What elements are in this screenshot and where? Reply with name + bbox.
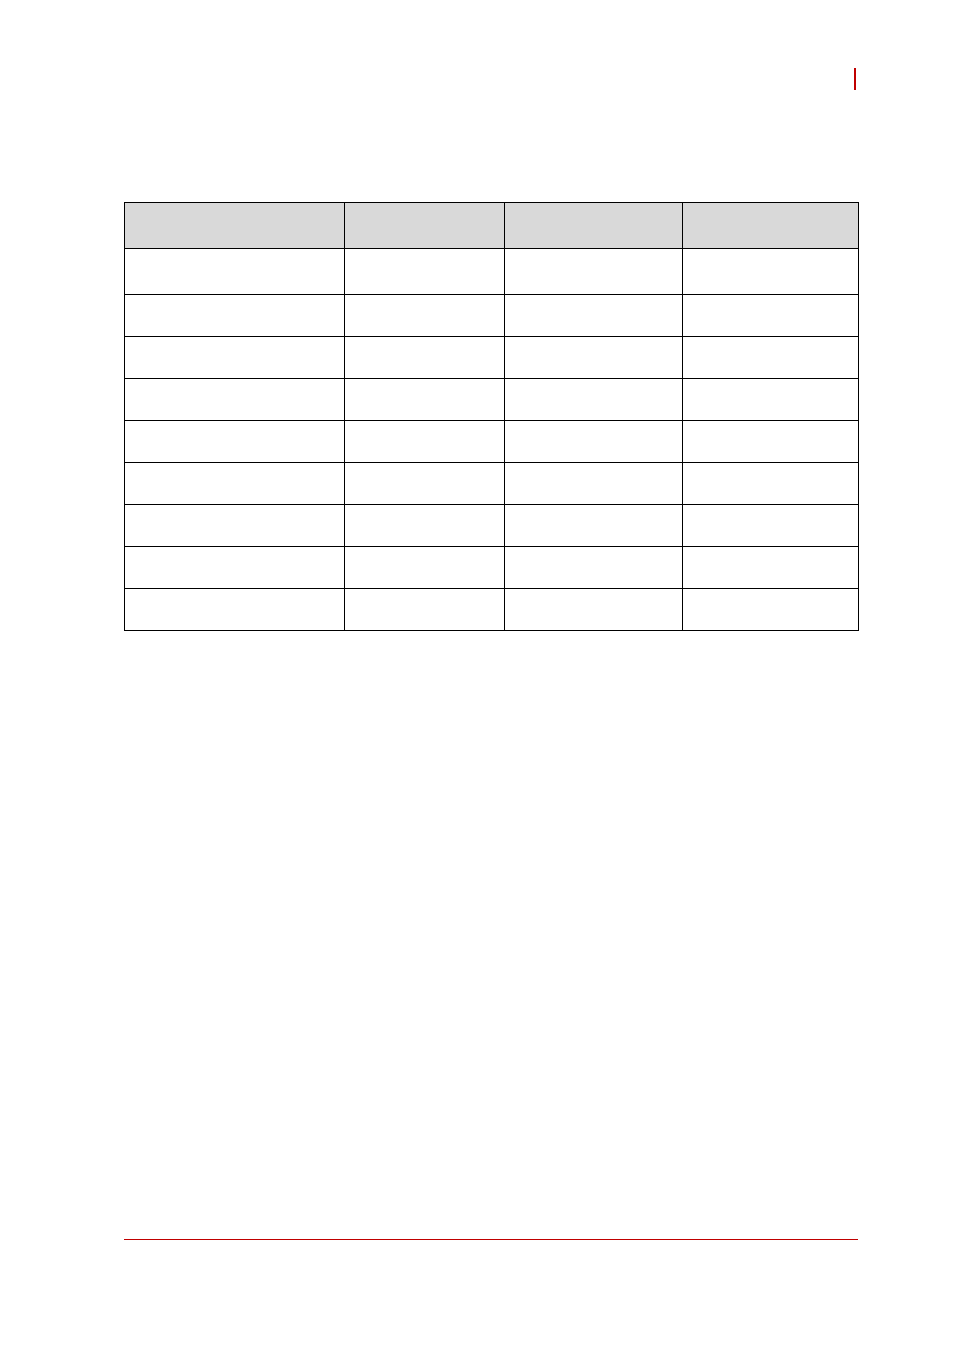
page: [0, 0, 954, 1352]
table-cell: [505, 379, 683, 421]
table-cell: [345, 547, 505, 589]
text-cursor-mark: [854, 68, 856, 90]
table-row: [125, 505, 859, 547]
table-cell: [345, 463, 505, 505]
table-cell: [345, 249, 505, 295]
table-cell: [125, 295, 345, 337]
table-cell: [505, 249, 683, 295]
table-cell: [505, 589, 683, 631]
table-header-cell: [505, 203, 683, 249]
table-cell: [125, 463, 345, 505]
table-header-cell: [345, 203, 505, 249]
table-header-cell: [125, 203, 345, 249]
table-cell: [683, 295, 859, 337]
table-cell: [683, 463, 859, 505]
table-cell: [505, 337, 683, 379]
table-cell: [683, 505, 859, 547]
table-cell: [505, 463, 683, 505]
table-cell: [125, 337, 345, 379]
table-cell: [505, 547, 683, 589]
table-cell: [345, 589, 505, 631]
table-cell: [125, 379, 345, 421]
table-cell: [683, 547, 859, 589]
table-cell: [683, 421, 859, 463]
table-cell: [345, 379, 505, 421]
table-cell: [125, 421, 345, 463]
footer-divider: [124, 1239, 858, 1240]
table-row: [125, 421, 859, 463]
table-row: [125, 337, 859, 379]
table-row: [125, 295, 859, 337]
table-cell: [683, 379, 859, 421]
table-row: [125, 249, 859, 295]
table-cell: [125, 505, 345, 547]
table-cell: [683, 249, 859, 295]
table-cell: [345, 421, 505, 463]
table-cell: [505, 421, 683, 463]
table-cell: [683, 589, 859, 631]
table-cell: [505, 295, 683, 337]
data-table: [124, 202, 859, 631]
table-cell: [683, 337, 859, 379]
table-cell: [345, 505, 505, 547]
table-row: [125, 379, 859, 421]
table-cell: [345, 337, 505, 379]
table-container: [124, 202, 858, 631]
table-cell: [505, 505, 683, 547]
table-header-row: [125, 203, 859, 249]
table-cell: [125, 249, 345, 295]
table-cell: [345, 295, 505, 337]
table-row: [125, 589, 859, 631]
table-row: [125, 547, 859, 589]
table-cell: [125, 589, 345, 631]
table-header-cell: [683, 203, 859, 249]
table-row: [125, 463, 859, 505]
table-cell: [125, 547, 345, 589]
